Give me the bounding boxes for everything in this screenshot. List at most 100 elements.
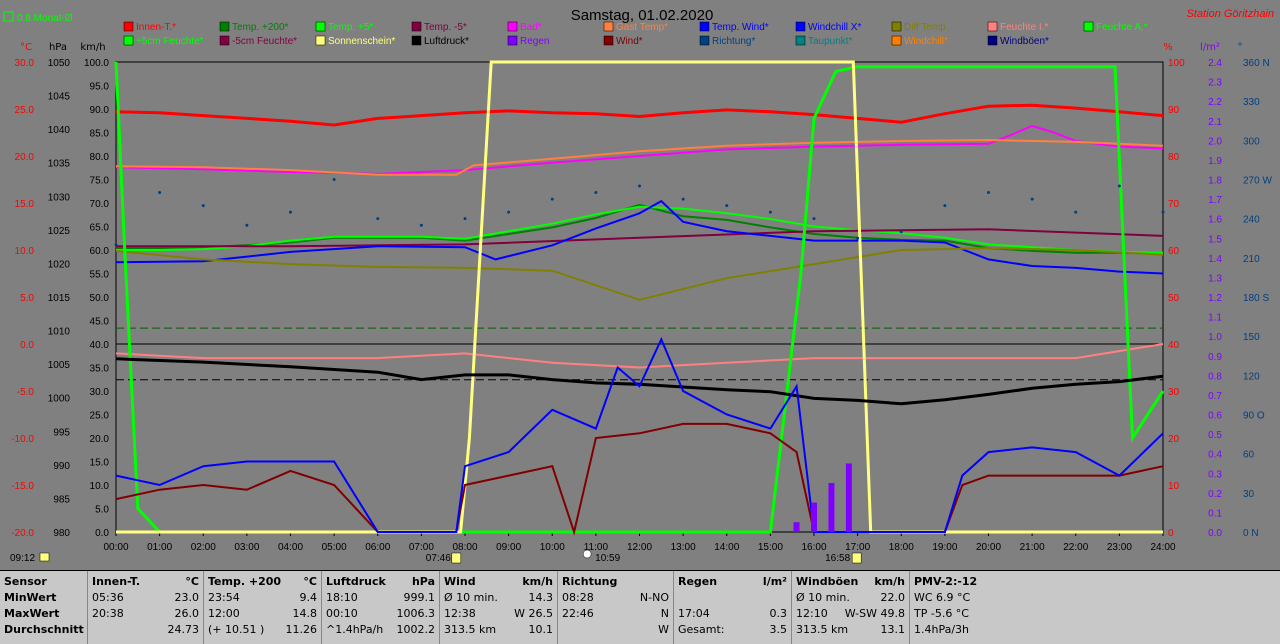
luft-avg-value: 1002.2 xyxy=(396,623,436,636)
richtung-min-value: N-NO xyxy=(639,591,669,604)
tick-direction-4: 240 xyxy=(1243,215,1260,226)
marker-current-icon xyxy=(39,552,50,562)
wind-avg-value: 10.1 xyxy=(528,623,554,636)
tick-hpa-14: 980 xyxy=(53,528,70,539)
legend-label-12: -5cm Feuchte* xyxy=(232,36,297,47)
legend-swatch-4 xyxy=(507,21,518,32)
wind-min-value: 14.3 xyxy=(528,591,554,604)
legend-swatch-12 xyxy=(219,35,230,46)
rain-bar-0 xyxy=(793,522,800,532)
legend-label-2: Temp. +5* xyxy=(328,22,373,33)
stats-richtung: Richtung 08:28 N-NO 22:46 N W xyxy=(558,571,674,644)
tick-hour-20: 20:00 xyxy=(976,542,1001,553)
tick-kmh-11: 45.0 xyxy=(90,317,110,328)
legend-swatch-19 xyxy=(891,35,902,46)
tick-direction-12: 0 N xyxy=(1243,528,1259,539)
legend-label-17: Richtung* xyxy=(712,36,755,47)
tick-percent-5: 50 xyxy=(1168,293,1180,304)
legend-swatch-0 xyxy=(123,21,134,32)
tick-kmh-18: 10.0 xyxy=(90,481,110,492)
legend-label-6: Temp. Wind* xyxy=(712,22,769,33)
legend-swatch-3 xyxy=(411,21,422,32)
legend-swatch-15 xyxy=(507,35,518,46)
legend-label-10: Feuchte A.* xyxy=(1096,22,1148,33)
rain-bar-3 xyxy=(845,463,852,532)
tick-hour-1: 01:00 xyxy=(147,542,172,553)
legend-label-20: Windböen* xyxy=(1000,36,1049,47)
tick-kmh-12: 40.0 xyxy=(90,340,110,351)
tick-celsius-0: 30.0 xyxy=(15,58,35,69)
tick-rain-14: 1.0 xyxy=(1208,332,1222,343)
innen-max-time: 20:38 xyxy=(92,607,124,620)
tick-hpa-4: 1030 xyxy=(48,192,71,203)
avg-checkbox[interactable] xyxy=(3,11,14,22)
direction-point-22 xyxy=(1074,210,1078,214)
boeen-min-time: Ø 10 min. xyxy=(796,591,850,604)
tick-hpa-8: 1010 xyxy=(48,327,71,338)
tick-rain-12: 1.2 xyxy=(1208,293,1222,304)
stats-innen: Innen-T. °C 05:36 23.0 20:38 26.0 24.73 xyxy=(88,571,204,644)
tick-percent-1: 90 xyxy=(1168,105,1180,116)
temp-max-time: 12:00 xyxy=(208,607,240,620)
tick-hpa-11: 995 xyxy=(53,427,70,438)
label-avg: Durchschnitt xyxy=(4,623,84,636)
marker-sunset: 16:58 xyxy=(825,553,850,564)
direction-point-18 xyxy=(899,230,903,234)
tick-rain-3: 2.1 xyxy=(1208,117,1222,128)
direction-point-5 xyxy=(332,178,336,181)
legend-swatch-9 xyxy=(987,21,998,32)
tick-percent-6: 40 xyxy=(1168,340,1180,351)
pmv-trend: 1.4hPa/3h xyxy=(914,623,970,636)
direction-point-0 xyxy=(114,243,118,247)
tick-direction-10: 60 xyxy=(1243,450,1255,461)
temp-header: Temp. +200 xyxy=(208,575,282,588)
legend-swatch-10 xyxy=(1083,21,1094,32)
direction-point-20 xyxy=(987,191,990,195)
direction-point-3 xyxy=(245,223,249,227)
weather-chart: Samstag, 01.02.2020 Station Göritzhain 0… xyxy=(3,7,1274,564)
legend-swatch-14 xyxy=(411,35,422,46)
tick-celsius-4: 10.0 xyxy=(15,246,35,257)
series-line-2 xyxy=(116,205,1164,254)
tick-hpa-6: 1020 xyxy=(48,259,71,270)
series-group xyxy=(114,60,1165,536)
tick-direction-11: 30 xyxy=(1243,489,1255,500)
tick-rain-24: 0.0 xyxy=(1208,528,1222,539)
richtung-max-time: 22:46 xyxy=(562,607,594,620)
tick-hour-17: 17:00 xyxy=(845,542,870,553)
direction-point-6 xyxy=(376,217,380,221)
richtung-avg-value: W xyxy=(658,623,669,636)
legend-swatch-1 xyxy=(219,21,230,32)
direction-point-1 xyxy=(158,191,162,195)
legend-swatch-5 xyxy=(603,21,614,32)
series-line-7 xyxy=(115,247,1164,301)
direction-point-7 xyxy=(419,223,423,227)
marker-sunrise-icon xyxy=(451,552,462,564)
luft-min-value: 999.1 xyxy=(403,591,436,604)
tick-hpa-1: 1045 xyxy=(48,92,71,103)
tick-rain-20: 0.4 xyxy=(1208,450,1222,461)
tick-kmh-6: 70.0 xyxy=(90,199,110,210)
luft-avg-time: ^1.4hPa/h xyxy=(326,623,384,636)
tick-kmh-2: 90.0 xyxy=(90,105,110,116)
boeen-unit: km/h xyxy=(874,575,905,588)
legend-swatch-18 xyxy=(795,35,806,46)
tick-rain-7: 1.7 xyxy=(1208,195,1222,206)
regen-max-time: 17:04 xyxy=(678,607,710,620)
tick-kmh-15: 25.0 xyxy=(90,411,110,422)
legend-swatch-11 xyxy=(123,35,134,46)
stats-wind: Wind km/h Ø 10 min. 14.3 12:38 W 26.5 313.5… xyxy=(440,571,558,644)
wind-avg-time: 313.5 km xyxy=(444,623,497,636)
legend-swatch-6 xyxy=(699,21,710,32)
tick-celsius-1: 25.0 xyxy=(15,105,35,116)
tick-kmh-4: 80.0 xyxy=(90,152,110,163)
legend-swatch-17 xyxy=(699,35,710,46)
stats-luftdruck: Luftdruck hPa 18:10 999.1 00:10 1006.3 ^1.4… xyxy=(322,571,440,644)
tick-hour-4: 04:00 xyxy=(278,542,303,553)
tick-kmh-9: 55.0 xyxy=(90,270,110,281)
tick-hpa-12: 990 xyxy=(53,461,70,472)
tick-hour-22: 22:00 xyxy=(1063,542,1088,553)
tick-hpa-9: 1005 xyxy=(48,360,71,371)
tick-rain-10: 1.4 xyxy=(1208,254,1222,265)
legend-label-9: Feuchte I.* xyxy=(1000,22,1048,33)
